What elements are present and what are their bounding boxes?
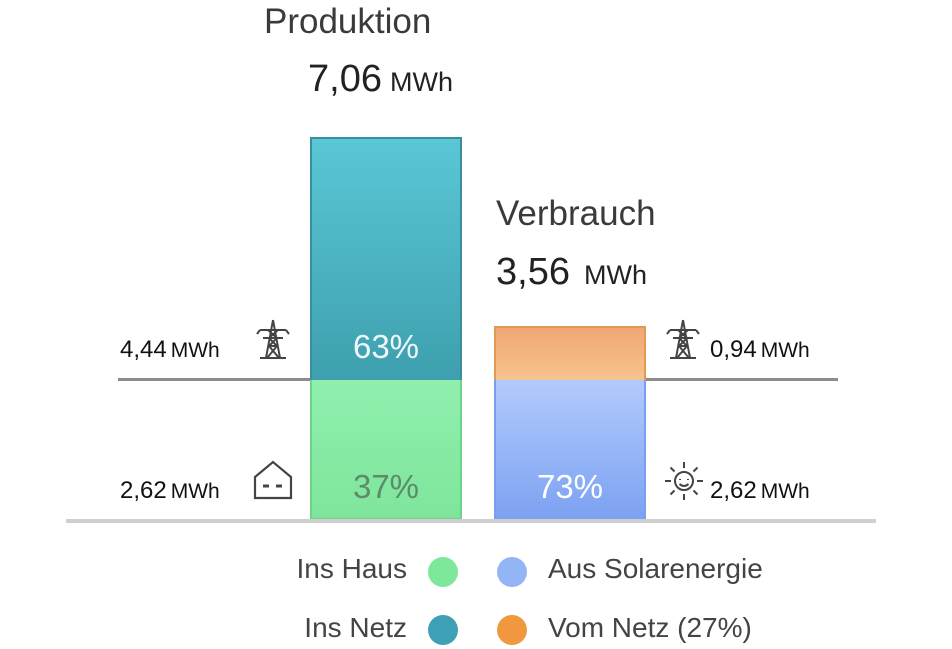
production-divider-line (118, 378, 310, 381)
consumption-vom-netz-number: 0,94 (710, 336, 757, 363)
production-ins-haus-value: 2,62 MWh (120, 477, 220, 505)
bar-production-ins-haus-percent: 37% (352, 468, 420, 505)
legend-dot-vom-netz (497, 615, 527, 645)
production-ins-netz-number: 4,44 (120, 336, 167, 363)
production-ins-haus-number: 2,62 (120, 477, 167, 504)
bar-production-ins-netz-percent: 63% (352, 328, 420, 365)
consumption-title: Verbrauch (496, 194, 656, 233)
bar-consumption-vom-netz (494, 326, 646, 380)
production-ins-netz-value: 4,44 MWh (120, 336, 220, 364)
production-total-unit: MWh (389, 67, 453, 97)
house-icon (251, 459, 295, 501)
production-title: Produktion (264, 2, 432, 41)
consumption-aus-solarenergie-number: 2,62 (710, 477, 757, 504)
bar-consumption-aus-solarenergie-percent: 73% (536, 468, 604, 505)
production-ins-netz-unit: MWh (170, 339, 220, 362)
consumption-total: 3,56 MWh (496, 251, 647, 294)
production-total: 7,06 MWh (308, 58, 453, 101)
legend-dot-ins-netz (428, 615, 458, 645)
consumption-vom-netz-value: 0,94 MWh (710, 336, 810, 364)
production-total-value: 7,06 (308, 58, 382, 100)
sun-icon (663, 460, 705, 502)
baseline (66, 519, 876, 523)
bar-consumption-aus-solarenergie: 73% (494, 380, 646, 520)
production-ins-haus-unit: MWh (170, 480, 220, 503)
consumption-total-unit: MWh (583, 260, 647, 290)
legend-dot-ins-haus (428, 557, 458, 587)
consumption-aus-solarenergie-unit: MWh (760, 480, 810, 503)
legend-label-aus-solarenergie: Aus Solarenergie (548, 553, 763, 584)
legend-label-ins-netz: Ins Netz (304, 612, 407, 643)
legend-label-ins-haus: Ins Haus (296, 553, 408, 584)
legend-label-vom-netz: Vom Netz (27%) (548, 612, 752, 643)
legend-dot-aus-solarenergie (497, 557, 527, 587)
consumption-divider-line (646, 378, 838, 381)
power-tower-icon (664, 318, 702, 360)
consumption-vom-netz-unit: MWh (760, 339, 810, 362)
consumption-total-value: 3,56 (496, 251, 570, 293)
bar-production-ins-haus: 37% (310, 380, 462, 520)
consumption-aus-solarenergie-value: 2,62 MWh (710, 477, 810, 505)
bar-production-ins-netz: 63% (310, 137, 462, 380)
power-tower-icon (254, 318, 292, 360)
